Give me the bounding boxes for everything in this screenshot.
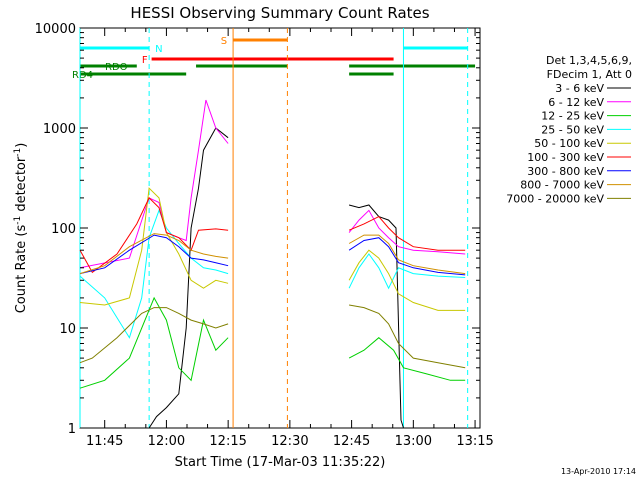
state-bar-label: RD4 xyxy=(72,70,93,81)
legend-entry-label: 25 - 50 keV xyxy=(541,123,604,136)
legend-entry-label: 7000 - 20000 keV xyxy=(506,192,604,205)
series-line xyxy=(79,99,466,269)
y-axis-label: Count Rate (s-1 detector-1) xyxy=(13,143,29,314)
legend-entry-label: 6 - 12 keV xyxy=(548,96,604,109)
state-bar-label: N xyxy=(155,44,162,55)
series-line xyxy=(79,197,466,274)
y-tick-label: 10 xyxy=(59,322,76,337)
y-tick-label: 100 xyxy=(51,222,76,237)
legend-entry-label: 300 - 800 keV xyxy=(527,165,604,178)
legend-entry-label: 100 - 300 keV xyxy=(527,151,604,164)
series-line xyxy=(79,234,466,276)
legend-entry-label: 50 - 100 keV xyxy=(534,137,604,150)
plot-frame xyxy=(79,27,481,429)
x-axis-label: Start Time (17-Mar-03 11:35:22) xyxy=(175,455,386,470)
legend-entry-label: 3 - 6 keV xyxy=(555,82,604,95)
x-tick-label: 12:45 xyxy=(333,434,370,449)
chart-title: HESSI Observing Summary Count Rates xyxy=(130,4,429,22)
x-tick-label: 11:45 xyxy=(86,434,123,449)
x-tick-label: 12:15 xyxy=(209,434,246,449)
y-tick-label: 10000 xyxy=(35,22,76,37)
series-line xyxy=(79,296,466,389)
legend-header-line-2: FDecim 1, Att 0 xyxy=(547,68,632,81)
state-bar-label: F xyxy=(142,55,148,66)
series-line xyxy=(148,127,404,429)
series-line xyxy=(79,209,466,339)
x-tick-label: 12:30 xyxy=(271,434,308,449)
plot-area xyxy=(79,27,481,429)
state-bar-label: S xyxy=(221,36,227,47)
state-boundary-lines xyxy=(79,28,469,428)
x-axis: 11:45 12:00 12:15 12:30 12:45 13:00 13:15 xyxy=(86,28,494,449)
observing-state-bars: N S F RDO RD4 xyxy=(72,36,476,81)
x-tick-label: 12:00 xyxy=(148,434,185,449)
series-line xyxy=(79,187,466,311)
legend: Det 1,3,4,5,6,9, FDecim 1, Att 0 3 - 6 k… xyxy=(506,54,632,205)
y-tick-label: 1 xyxy=(68,422,76,437)
series-lines xyxy=(79,99,466,429)
footer-date: 13-Apr-2010 17:14 xyxy=(561,467,636,476)
legend-entry-label: 12 - 25 keV xyxy=(541,110,604,123)
series-line xyxy=(79,233,466,275)
state-bar-label: RDO xyxy=(105,62,128,73)
legend-entry-label: 800 - 7000 keV xyxy=(520,179,604,192)
x-tick-label: 13:00 xyxy=(395,434,432,449)
series-line xyxy=(79,304,466,369)
y-axis: 1 10 100 1000 10000 xyxy=(35,22,480,437)
y-tick-label: 1000 xyxy=(43,122,76,137)
x-tick-label: 13:15 xyxy=(456,434,493,449)
legend-header-line-1: Det 1,3,4,5,6,9, xyxy=(546,54,632,67)
